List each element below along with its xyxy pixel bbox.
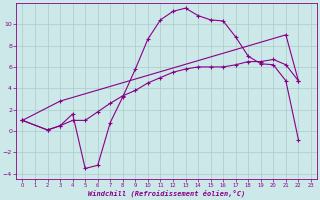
X-axis label: Windchill (Refroidissement éolien,°C): Windchill (Refroidissement éolien,°C): [88, 190, 245, 197]
